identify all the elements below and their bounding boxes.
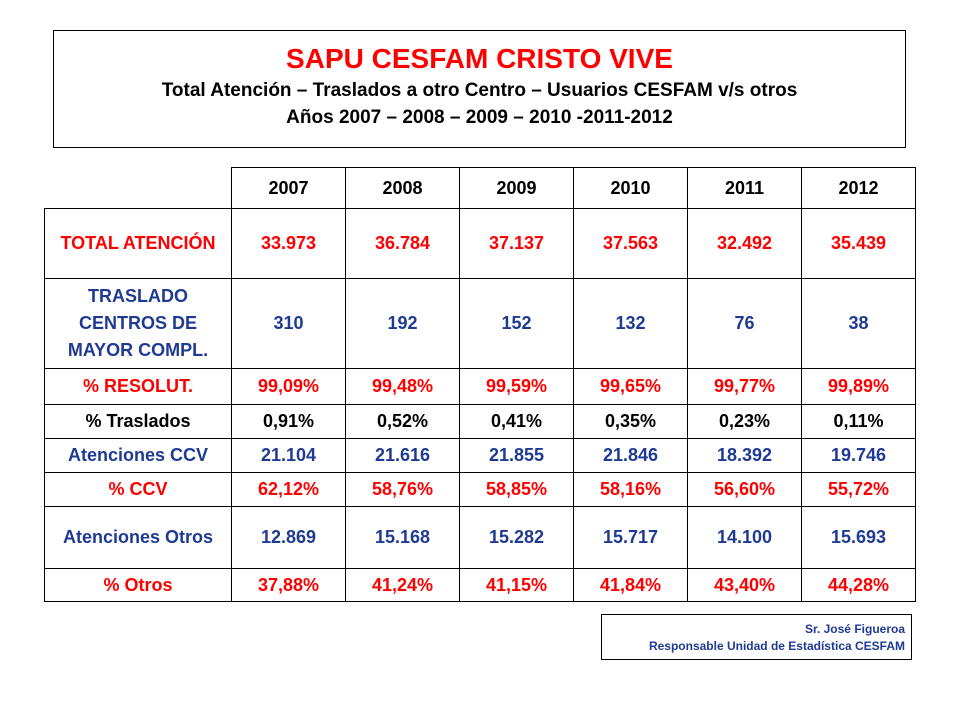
cell: 132 — [573, 278, 688, 369]
cell: 43,40% — [687, 568, 802, 602]
cell: 41,24% — [345, 568, 460, 602]
cell: 192 — [345, 278, 460, 369]
cell: 58,76% — [345, 472, 460, 507]
column-header: 2008 — [345, 167, 460, 209]
table-row: % RESOLUT. 99,09% 99,48% 99,59% 99,65% 99,77%… — [44, 368, 916, 405]
cell: 37.137 — [459, 208, 574, 279]
footer-box: Sr. José Figueroa Responsable Unidad de … — [601, 614, 912, 660]
cell: 12.869 — [231, 506, 346, 569]
column-header: 2011 — [687, 167, 802, 209]
table-row: Atenciones Otros 12.869 15.168 15.282 15.717… — [44, 506, 916, 569]
cell: 310 — [231, 278, 346, 369]
cell: 76 — [687, 278, 802, 369]
cell: 99,65% — [573, 368, 688, 405]
cell: 21.855 — [459, 438, 574, 473]
column-header: 2010 — [573, 167, 688, 209]
cell: 21.104 — [231, 438, 346, 473]
subtitle: Años 2007 – 2008 – 2009 – 2010 -2011-201… — [286, 107, 673, 128]
cell: 38 — [801, 278, 916, 369]
cell: 0,41% — [459, 404, 574, 439]
cell: 36.784 — [345, 208, 460, 279]
row-label: TRASLADO CENTROS DE MAYOR COMPL. — [44, 278, 232, 369]
cell: 0,35% — [573, 404, 688, 439]
table: 2007 2008 2009 2010 2011 2012 TOTAL ATENCIÓN 33… — [44, 167, 916, 602]
subtitle: Total Atención – Traslados a otro Centro… — [161, 80, 798, 101]
cell: 41,15% — [459, 568, 574, 602]
table-row: TOTAL ATENCIÓN 33.973 36.784 37.137 37.563 32… — [44, 208, 916, 279]
cell: 0,23% — [687, 404, 802, 439]
cell: 15.717 — [573, 506, 688, 569]
corner-cell — [44, 167, 232, 209]
cell: 32.492 — [687, 208, 802, 279]
footer-name: Sr. José Figueroa — [804, 622, 905, 636]
cell: 15.282 — [459, 506, 574, 569]
cell: 99,48% — [345, 368, 460, 405]
table-row: Atenciones CCV 21.104 21.616 21.855 21.846 18… — [44, 438, 916, 473]
row-label: Atenciones CCV — [44, 438, 232, 473]
row-label: TOTAL ATENCIÓN — [44, 208, 232, 279]
cell: 33.973 — [231, 208, 346, 279]
cell: 0,52% — [345, 404, 460, 439]
cell: 14.100 — [687, 506, 802, 569]
table-row: % CCV 62,12% 58,76% 58,85% 58,16% 56,60% 55,72… — [44, 472, 916, 507]
row-label: % RESOLUT. — [44, 368, 232, 405]
cell: 18.392 — [687, 438, 802, 473]
cell: 55,72% — [801, 472, 916, 507]
row-label: % CCV — [44, 472, 232, 507]
table-row: % Traslados 0,91% 0,52% 0,41% 0,35% 0,23% 0,11… — [44, 404, 916, 439]
footer-role: Responsable Unidad de Estadística CESFAM — [648, 639, 905, 653]
cell: 15.168 — [345, 506, 460, 569]
column-header: 2009 — [459, 167, 574, 209]
table-row: TRASLADO CENTROS DE MAYOR COMPL. 310 192 15… — [44, 278, 916, 369]
column-header: 2007 — [231, 167, 346, 209]
cell: 99,59% — [459, 368, 574, 405]
row-label: % Traslados — [44, 404, 232, 439]
title: SAPU CESFAM CRISTO VIVE — [286, 43, 673, 74]
cell: 56,60% — [687, 472, 802, 507]
cell: 99,09% — [231, 368, 346, 405]
cell: 58,85% — [459, 472, 574, 507]
cell: 152 — [459, 278, 574, 369]
cell: 21.616 — [345, 438, 460, 473]
cell: 19.746 — [801, 438, 916, 473]
cell: 37.563 — [573, 208, 688, 279]
cell: 0,91% — [231, 404, 346, 439]
table-row: % Otros 37,88% 41,24% 41,15% 41,84% 43,40% 44,… — [44, 568, 916, 602]
row-label: % Otros — [44, 568, 232, 602]
column-header: 2012 — [801, 167, 916, 209]
cell: 37,88% — [231, 568, 346, 602]
cell: 58,16% — [573, 472, 688, 507]
header-row: 2007 2008 2009 2010 2011 2012 — [44, 167, 916, 209]
cell: 0,11% — [801, 404, 916, 439]
cell: 35.439 — [801, 208, 916, 279]
cell: 15.693 — [801, 506, 916, 569]
header-box: SAPU CESFAM CRISTO VIVE Total Atención –… — [53, 30, 906, 148]
cell: 44,28% — [801, 568, 916, 602]
cell: 41,84% — [573, 568, 688, 602]
cell: 21.846 — [573, 438, 688, 473]
cell: 99,89% — [801, 368, 916, 405]
cell: 62,12% — [231, 472, 346, 507]
row-label: Atenciones Otros — [44, 506, 232, 569]
cell: 99,77% — [687, 368, 802, 405]
